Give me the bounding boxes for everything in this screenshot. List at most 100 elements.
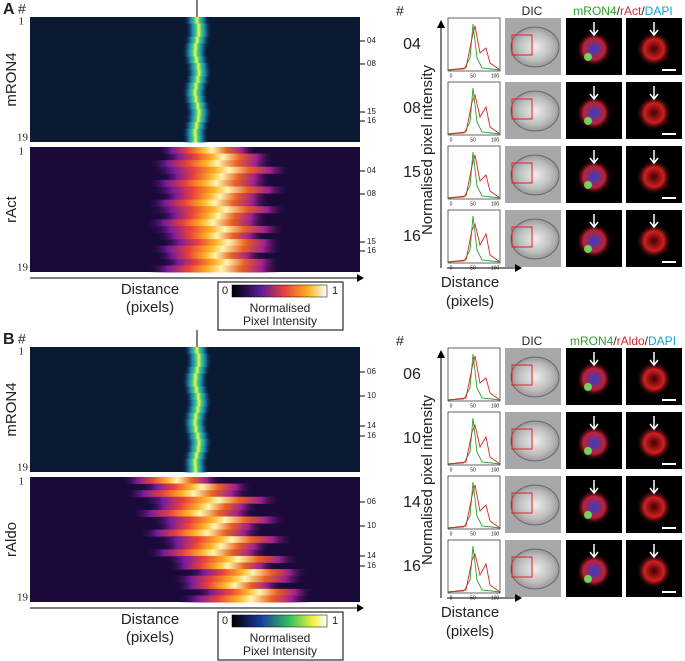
row-marker: 06 bbox=[367, 367, 376, 376]
arrow-head bbox=[437, 350, 445, 358]
heatmap-row bbox=[185, 23, 212, 31]
heatmap-row bbox=[185, 109, 212, 117]
heatmap-row bbox=[157, 232, 266, 240]
intensity-label: Normalised pixel intensity bbox=[419, 64, 436, 235]
heatmap-row bbox=[148, 160, 275, 168]
merge-cell bbox=[576, 489, 612, 525]
mini-plot bbox=[447, 81, 501, 136]
cell-row-label: 06 bbox=[403, 366, 421, 383]
heatmap-row bbox=[152, 166, 292, 174]
heatmap-row bbox=[138, 529, 263, 537]
roi-box bbox=[511, 556, 533, 578]
merge-spot bbox=[584, 511, 592, 519]
arrow bbox=[589, 214, 599, 229]
arrow bbox=[649, 416, 659, 431]
heatmap-row bbox=[185, 69, 212, 77]
heatmap-row bbox=[184, 432, 211, 440]
heatmap-row bbox=[182, 82, 209, 90]
heatmap bbox=[30, 477, 360, 603]
heatmap-row bbox=[163, 555, 300, 564]
row-marker: 16 bbox=[367, 246, 376, 255]
mini-tick: 100 bbox=[491, 403, 500, 409]
merge-header: mRON4/rAct/DAPI bbox=[573, 4, 672, 18]
colorbar-max: 1 bbox=[332, 285, 338, 297]
merge-part: DAPI bbox=[648, 334, 676, 348]
heatmap-label: rAct bbox=[3, 195, 20, 223]
roi-box bbox=[511, 98, 533, 120]
cell-row-label: 14 bbox=[403, 494, 421, 511]
merge-spot bbox=[584, 245, 592, 253]
heatmap-row bbox=[185, 63, 212, 71]
row-marker: 04 bbox=[367, 36, 376, 45]
mini-red bbox=[447, 222, 501, 263]
colorbar-label: Normalised bbox=[250, 301, 311, 315]
heatmap-row bbox=[122, 477, 222, 485]
merge-header: mRON4/rAldo/DAPI bbox=[570, 334, 676, 348]
heatmap-row bbox=[182, 89, 209, 97]
heatmap-row bbox=[147, 265, 282, 273]
dic-cell bbox=[510, 154, 560, 196]
arrow bbox=[589, 352, 599, 367]
heatmap-row bbox=[184, 17, 210, 25]
row-first: 1 bbox=[19, 346, 25, 358]
colorbar-label: Normalised bbox=[250, 631, 311, 645]
mini-red bbox=[447, 25, 501, 71]
heatmap-row bbox=[175, 582, 284, 590]
heatmap-row bbox=[184, 406, 211, 414]
mini-red bbox=[447, 552, 501, 593]
mini-tick: 100 bbox=[491, 201, 500, 207]
intensity-label: Normalised pixel intensity bbox=[419, 394, 436, 565]
mini-red bbox=[447, 423, 501, 465]
mini-plot bbox=[447, 347, 501, 402]
heatmap-row bbox=[184, 366, 211, 374]
cell-row-label: 16 bbox=[403, 228, 421, 245]
dic-cell bbox=[510, 26, 560, 68]
row-marker: 14 bbox=[367, 421, 376, 430]
heatmap-row bbox=[185, 115, 212, 123]
colorbar-max: 1 bbox=[332, 615, 338, 627]
dic-cell bbox=[510, 356, 560, 398]
red-cell bbox=[636, 223, 672, 259]
heatmap-row bbox=[149, 225, 286, 234]
mini-green bbox=[447, 353, 501, 401]
merge-part: / bbox=[613, 334, 617, 348]
mini-green bbox=[447, 151, 501, 199]
heatmap-row bbox=[159, 193, 270, 201]
arrow bbox=[649, 544, 659, 559]
merge-part: mRON4 bbox=[573, 4, 617, 18]
heatmap-row bbox=[131, 509, 257, 517]
mini-green bbox=[447, 215, 501, 263]
arrow-head bbox=[357, 604, 364, 612]
mini-tick: 50 bbox=[470, 137, 476, 143]
dic-cell bbox=[510, 484, 560, 526]
mini-tick: 50 bbox=[470, 403, 476, 409]
mini-tick: 0 bbox=[450, 403, 453, 409]
heatmap-row bbox=[182, 425, 209, 434]
merge-cell bbox=[576, 425, 612, 461]
red-cell bbox=[636, 489, 672, 525]
roi-box bbox=[511, 34, 533, 56]
row-first: 1 bbox=[19, 146, 25, 158]
roi-box bbox=[511, 364, 533, 386]
heatmap-label: mRON4 bbox=[3, 52, 20, 106]
merge-cell bbox=[576, 361, 612, 397]
cell-row-label: 15 bbox=[403, 164, 421, 181]
x-axis-label: Distance bbox=[121, 611, 179, 628]
mini-plot bbox=[447, 145, 501, 200]
row-header: # bbox=[18, 1, 26, 17]
panel: A #mRON411904081516rAct11904081516Distanc… bbox=[3, 0, 682, 331]
heatmap-row bbox=[161, 153, 274, 161]
heatmap-row bbox=[124, 490, 251, 498]
arrow bbox=[589, 150, 599, 165]
heatmap-label: mRON4 bbox=[3, 382, 20, 436]
mini-tick: 100 bbox=[491, 467, 500, 473]
row-marker: 10 bbox=[367, 391, 376, 400]
row-marker: 16 bbox=[367, 561, 376, 570]
heatmap-row bbox=[184, 76, 211, 84]
merge-cell bbox=[576, 223, 612, 259]
merge-cell bbox=[576, 159, 612, 195]
heatmap-row bbox=[185, 439, 212, 447]
heatmap-row bbox=[185, 360, 212, 368]
heatmap-row bbox=[182, 412, 209, 420]
heatmap-row bbox=[185, 393, 212, 401]
